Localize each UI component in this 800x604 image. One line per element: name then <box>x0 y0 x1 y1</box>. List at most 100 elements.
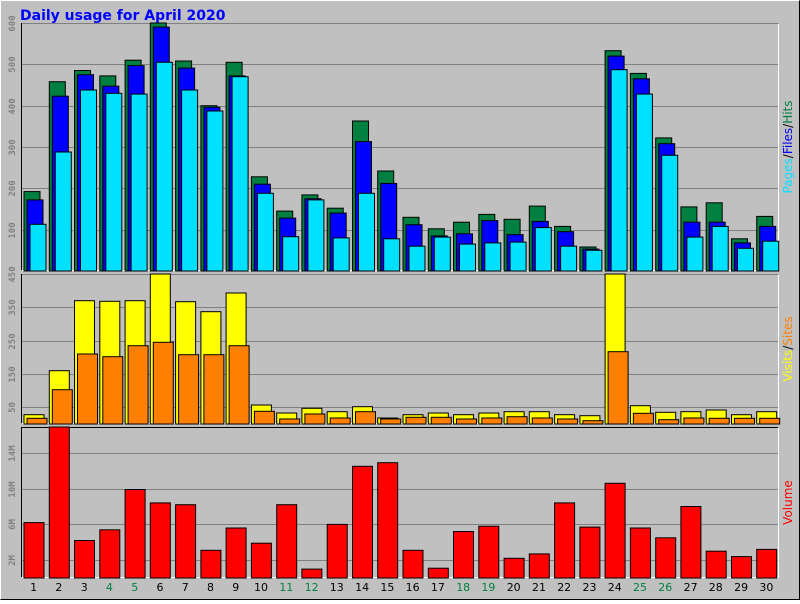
side-label-part: Visits <box>781 350 795 382</box>
bar-volume-day-25 <box>629 527 651 579</box>
bar-pages-day-4 <box>105 92 123 272</box>
y-tick-label: 2M <box>8 555 18 566</box>
y-tick-label: 500 <box>8 56 18 72</box>
bar-pages-day-24 <box>610 69 628 272</box>
side-label: Visits/Sites <box>781 316 795 381</box>
bar-volume-day-18 <box>453 531 474 579</box>
bar-pages-day-29 <box>737 247 754 272</box>
bar-pages-day-1 <box>29 223 47 272</box>
bar-sites-day-15 <box>380 418 402 425</box>
x-tick-label: 12 <box>305 581 319 594</box>
bar-volume-day-28 <box>705 550 727 579</box>
bar-volume-day-9 <box>225 527 247 579</box>
x-tick-label: 25 <box>633 581 647 594</box>
bar-sites-day-21 <box>531 417 553 425</box>
bar-sites-day-22 <box>557 418 579 425</box>
bar-pages-day-11 <box>282 236 300 272</box>
bar-pages-day-18 <box>459 243 476 272</box>
y-tick-label: 200 <box>8 180 18 196</box>
bar-sites-day-27 <box>683 417 705 425</box>
bar-sites-day-20 <box>506 416 528 425</box>
bar-sites-day-25 <box>632 412 654 425</box>
bar-volume-day-15 <box>377 462 399 579</box>
bar-sites-day-3 <box>77 353 98 425</box>
side-label-part: / <box>781 123 795 128</box>
bar-volume-day-4 <box>99 529 121 579</box>
bar-pages-day-17 <box>433 236 451 272</box>
bar-volume-day-22 <box>554 502 576 579</box>
y-tick-label: 350 <box>8 299 18 315</box>
x-tick-label: 30 <box>759 581 773 594</box>
x-tick-label: 15 <box>380 581 394 594</box>
bar-pages-day-9 <box>231 76 249 272</box>
bar-pages-day-14 <box>358 192 375 272</box>
bar-pages-day-28 <box>711 225 729 272</box>
side-label-part: Hits <box>781 100 795 123</box>
plot-border-dark <box>21 427 779 578</box>
x-tick-label: 2 <box>55 581 62 594</box>
panel-visits-sites: 50 150 250 350 450 Visits/Sites <box>8 266 795 425</box>
bar-pages-day-2 <box>54 151 72 272</box>
bar-sites-day-10 <box>253 410 275 425</box>
bar-sites-day-7 <box>178 354 200 425</box>
bar-pages-day-13 <box>332 237 350 272</box>
x-tick-label: 8 <box>207 581 214 594</box>
side-label-part: Pages <box>781 158 795 193</box>
bar-pages-day-21 <box>534 227 552 272</box>
bar-pages-day-8 <box>206 110 224 272</box>
panel-volume: 2M 6M 10M 14M Volume <box>8 426 795 579</box>
bar-volume-day-12 <box>301 568 323 579</box>
y-tick-label: 50 <box>8 402 18 413</box>
side-label-part: Sites <box>781 316 795 345</box>
bar-pages-day-30 <box>762 240 780 272</box>
bar-pages-day-5 <box>130 93 148 272</box>
bar-volume-day-20 <box>503 557 525 579</box>
x-tick-label: 7 <box>182 581 189 594</box>
y-tick-label: 450 <box>8 266 18 282</box>
bar-volume-day-1 <box>23 522 45 579</box>
bar-volume-day-19 <box>478 525 500 579</box>
x-tick-label: 17 <box>431 581 445 594</box>
bar-sites-day-12 <box>304 413 326 425</box>
bar-volume-day-24 <box>604 482 626 579</box>
y-tick-label: 150 <box>8 366 18 382</box>
x-tick-label: 21 <box>532 581 546 594</box>
x-tick-label: 14 <box>355 581 369 594</box>
bar-pages-day-7 <box>181 89 199 272</box>
x-tick-label: 18 <box>456 581 470 594</box>
bar-volume-day-13 <box>326 523 348 579</box>
y-tick-label: 6M <box>8 519 18 530</box>
bar-sites-day-11 <box>279 418 301 425</box>
bar-volume-day-7 <box>175 504 197 579</box>
bar-sites-day-5 <box>127 345 149 425</box>
y-tick-label: 600 <box>8 15 18 31</box>
bar-sites-day-13 <box>329 417 351 425</box>
y-tick-label: 14M <box>8 445 18 462</box>
x-tick-label: 28 <box>709 581 723 594</box>
bar-sites-day-29 <box>734 417 755 425</box>
x-tick-label: 19 <box>481 581 495 594</box>
bar-volume-day-5 <box>124 489 146 579</box>
bar-sites-day-6 <box>152 341 174 425</box>
bar-pages-day-20 <box>509 241 527 272</box>
x-tick-label: 3 <box>81 581 88 594</box>
y-tick-label: 10M <box>8 481 18 498</box>
bar-pages-day-23 <box>585 249 603 272</box>
side-label-part: / <box>781 345 795 350</box>
bar-pages-day-12 <box>307 199 325 272</box>
bar-sites-day-23 <box>582 420 604 425</box>
x-tick-label: 9 <box>232 581 239 594</box>
bar-volume-day-2 <box>48 426 70 579</box>
x-tick-label: 20 <box>507 581 521 594</box>
bar-volume-day-10 <box>250 542 272 579</box>
bar-pages-day-15 <box>383 238 401 272</box>
bar-sites-day-14 <box>355 411 376 425</box>
x-tick-label: 13 <box>330 581 344 594</box>
bar-volume-day-3 <box>74 540 95 579</box>
x-tick-label: 11 <box>279 581 293 594</box>
x-tick-label: 4 <box>106 581 113 594</box>
bar-volume-day-26 <box>655 537 677 579</box>
